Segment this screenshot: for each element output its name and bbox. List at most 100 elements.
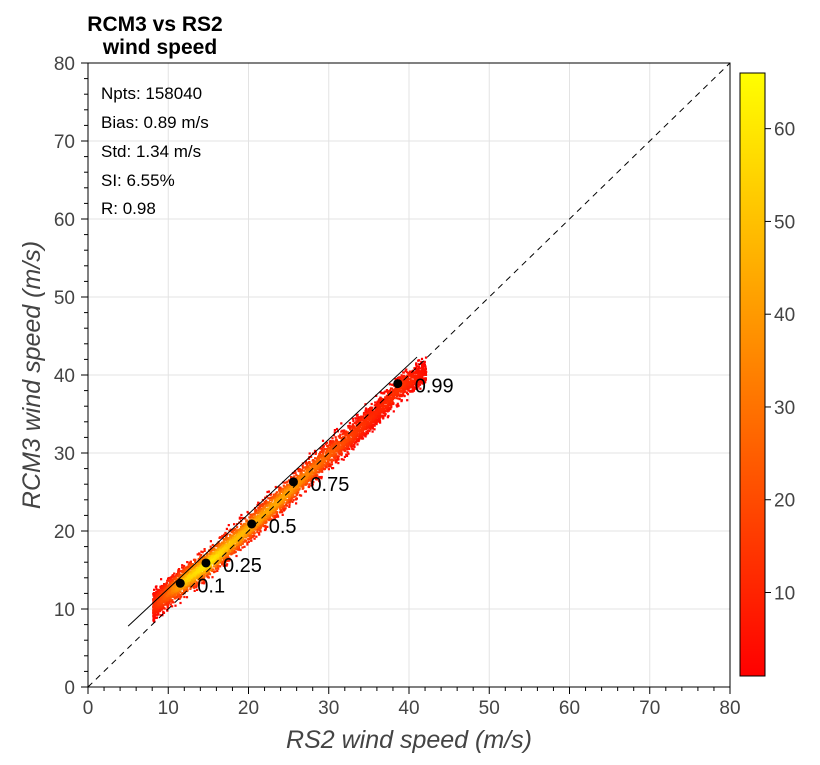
density-point	[288, 486, 290, 488]
density-point	[177, 596, 179, 598]
density-point	[248, 516, 250, 518]
density-point	[193, 578, 195, 580]
density-point	[384, 414, 386, 416]
density-point	[412, 375, 414, 377]
density-point	[357, 428, 359, 430]
density-point	[226, 541, 228, 543]
density-point	[359, 425, 361, 427]
density-point	[290, 500, 292, 502]
density-point	[186, 587, 188, 589]
density-point	[239, 517, 241, 519]
density-point	[352, 420, 354, 422]
density-point	[250, 540, 252, 542]
density-point	[337, 462, 339, 464]
density-point	[172, 596, 174, 598]
density-point	[314, 457, 316, 459]
density-point	[214, 565, 216, 567]
density-point	[321, 458, 323, 460]
density-point	[275, 508, 277, 510]
density-point	[269, 504, 271, 506]
density-point	[172, 574, 174, 576]
density-point	[301, 472, 303, 474]
density-point	[210, 540, 212, 542]
density-point	[258, 534, 260, 536]
density-point	[288, 504, 290, 506]
density-point	[238, 536, 240, 538]
density-point	[268, 491, 270, 493]
density-point	[153, 616, 155, 618]
density-point	[387, 416, 389, 418]
density-point	[238, 529, 240, 531]
density-point	[194, 590, 196, 592]
density-point	[402, 381, 404, 383]
density-point	[190, 561, 192, 563]
density-point	[216, 570, 218, 572]
density-point	[256, 531, 258, 533]
density-point	[244, 540, 246, 542]
density-point	[398, 389, 400, 391]
density-point	[309, 452, 311, 454]
density-point	[367, 430, 369, 432]
density-point	[322, 446, 324, 448]
density-point	[229, 549, 231, 551]
density-point	[214, 558, 216, 560]
density-point	[282, 488, 284, 490]
density-point	[204, 548, 206, 550]
density-point	[245, 520, 247, 522]
density-point	[368, 411, 370, 413]
density-point	[253, 533, 255, 535]
density-point	[233, 542, 235, 544]
density-point	[352, 426, 354, 428]
density-point	[270, 497, 272, 499]
density-point	[330, 448, 332, 450]
density-point	[369, 407, 371, 409]
density-point	[409, 378, 411, 380]
density-point	[246, 542, 248, 544]
density-point	[344, 456, 346, 458]
density-point	[259, 506, 261, 508]
density-point	[425, 373, 427, 375]
density-point	[359, 419, 361, 421]
density-point	[257, 502, 259, 504]
density-point	[228, 524, 230, 526]
density-point	[169, 589, 171, 591]
density-point	[197, 563, 199, 565]
density-point	[319, 469, 321, 471]
density-point	[372, 419, 374, 421]
density-point	[333, 456, 335, 458]
density-point	[226, 528, 228, 530]
density-point	[322, 440, 324, 442]
density-point	[312, 465, 314, 467]
density-point	[300, 474, 302, 476]
density-point	[198, 552, 200, 554]
density-point	[254, 516, 256, 518]
density-point	[340, 453, 342, 455]
density-point	[155, 586, 157, 588]
density-point	[405, 369, 407, 371]
density-point	[299, 494, 301, 496]
density-point	[241, 546, 243, 548]
density-point	[217, 549, 219, 551]
density-point	[370, 422, 372, 424]
density-point	[295, 502, 297, 504]
density-point	[181, 564, 183, 566]
density-point	[265, 505, 267, 507]
density-point	[410, 382, 412, 384]
density-point	[294, 490, 296, 492]
density-point	[347, 451, 349, 453]
density-point	[166, 582, 168, 584]
density-point	[219, 536, 221, 538]
density-point	[354, 417, 356, 419]
density-point	[425, 357, 427, 359]
density-point	[366, 417, 368, 419]
density-point	[305, 462, 307, 464]
density-point	[344, 450, 346, 452]
density-point	[364, 414, 366, 416]
density-point	[331, 459, 333, 461]
density-point	[401, 374, 403, 376]
density-point	[333, 452, 335, 454]
density-point	[299, 470, 301, 472]
density-point	[276, 511, 278, 513]
density-point	[160, 578, 162, 580]
